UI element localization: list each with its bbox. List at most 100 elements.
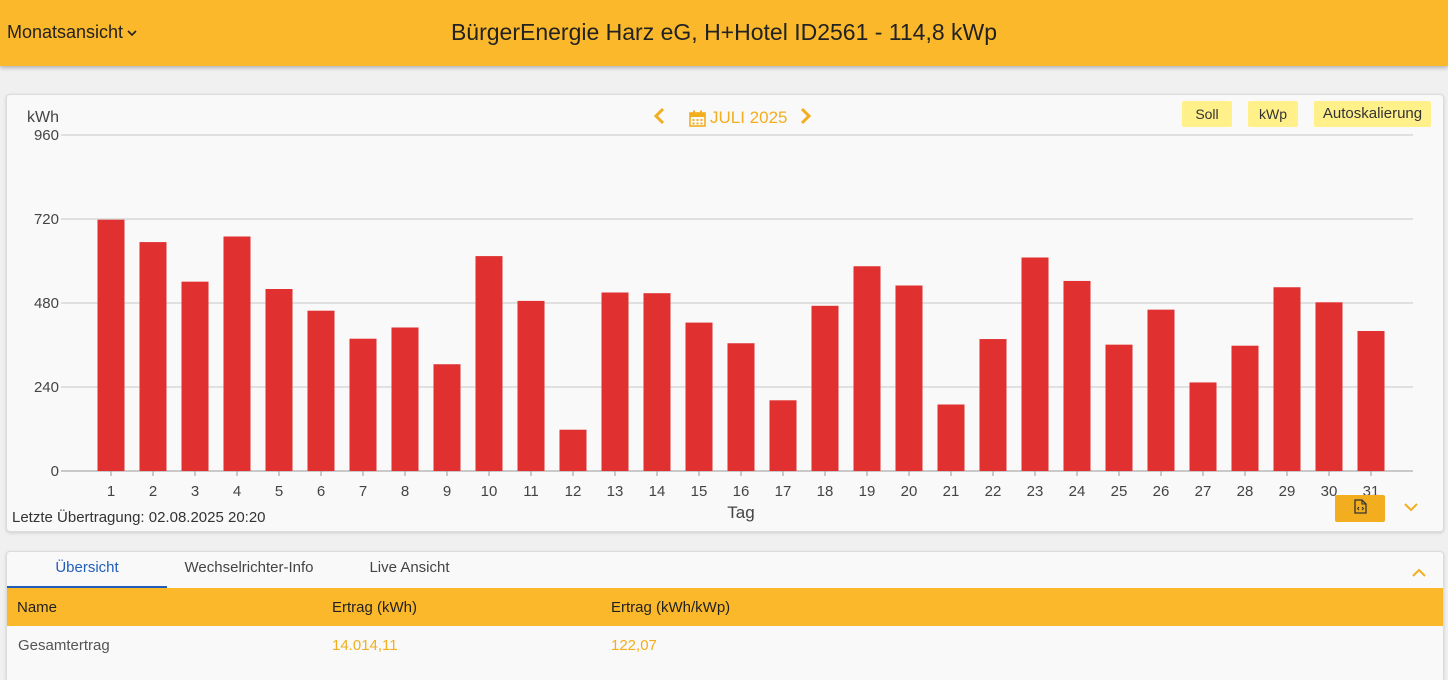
bar-day-7[interactable] bbox=[349, 338, 377, 471]
bar-day-28[interactable] bbox=[1231, 345, 1259, 471]
bar-day-13[interactable] bbox=[601, 292, 629, 472]
soll-toggle-button[interactable]: Soll bbox=[1182, 101, 1232, 127]
y-axis-label: kWh bbox=[27, 109, 59, 126]
bar-day-18[interactable] bbox=[811, 305, 839, 471]
autoscale-button[interactable]: Autoskalierung bbox=[1314, 101, 1431, 127]
column-header-yield: Ertrag (kWh) bbox=[332, 599, 418, 616]
chart-card: JULI 2025 Soll kWp Autoskalierung kWh 0 2… bbox=[6, 94, 1444, 532]
x-tick-label: 23 bbox=[1027, 483, 1044, 500]
x-tick-label: 16 bbox=[733, 483, 750, 500]
calendar-icon bbox=[689, 110, 706, 127]
y-tick-label: 0 bbox=[51, 463, 59, 480]
tab-overview[interactable]: Übersicht bbox=[7, 552, 167, 588]
x-tick-label: 12 bbox=[565, 483, 582, 500]
table-row: Gesamtertrag 14.014,11 122,07 bbox=[7, 626, 1443, 668]
bar-day-19[interactable] bbox=[853, 266, 881, 471]
bar-day-6[interactable] bbox=[307, 310, 335, 471]
bar-day-26[interactable] bbox=[1147, 309, 1175, 471]
previous-month-button[interactable] bbox=[647, 107, 671, 128]
table-header: Name Ertrag (kWh) Ertrag (kWh/kWp) bbox=[7, 588, 1443, 626]
page-title: BürgerEnergie Harz eG, H+Hotel ID2561 - … bbox=[450, 19, 998, 45]
column-header-specific-yield: Ertrag (kWh/kWp) bbox=[611, 599, 731, 616]
tab-bar: Übersicht Wechselrichter-Info Live Ansic… bbox=[7, 552, 488, 588]
y-tick-label: 960 bbox=[34, 127, 59, 144]
x-tick-label: 17 bbox=[775, 483, 792, 500]
bar-day-16[interactable] bbox=[727, 343, 755, 471]
bar-day-24[interactable] bbox=[1063, 280, 1091, 471]
bar-day-29[interactable] bbox=[1273, 287, 1301, 471]
bar-day-15[interactable] bbox=[685, 322, 713, 471]
tab-inverter-info[interactable]: Wechselrichter-Info bbox=[184, 559, 314, 576]
bar-day-12[interactable] bbox=[559, 429, 587, 471]
bar-day-17[interactable] bbox=[769, 400, 797, 471]
x-tick-label: 26 bbox=[1153, 483, 1170, 500]
x-tick-label: 21 bbox=[943, 483, 960, 500]
row-specific-yield-value: 122,07 bbox=[611, 637, 657, 654]
next-month-button[interactable] bbox=[794, 107, 818, 128]
x-tick-label: 7 bbox=[359, 483, 367, 500]
bar-day-3[interactable] bbox=[181, 281, 209, 471]
x-tick-label: 14 bbox=[649, 483, 666, 500]
bar-day-27[interactable] bbox=[1189, 382, 1217, 471]
kwp-toggle-button[interactable]: kWp bbox=[1248, 101, 1298, 127]
bar-day-21[interactable] bbox=[937, 404, 965, 472]
row-yield-value: 14.014,11 bbox=[332, 637, 398, 654]
y-tick-label: 240 bbox=[34, 379, 59, 396]
x-tick-label: 30 bbox=[1321, 483, 1338, 500]
bar-day-5[interactable] bbox=[265, 289, 293, 471]
y-tick-label: 480 bbox=[34, 295, 59, 312]
month-navigation: JULI 2025 bbox=[647, 107, 818, 128]
chevron-down-icon bbox=[127, 28, 137, 40]
x-tick-label: 18 bbox=[817, 483, 834, 500]
x-tick-label: 2 bbox=[149, 483, 157, 500]
x-tick-label: 25 bbox=[1111, 483, 1128, 500]
overview-card: Übersicht Wechselrichter-Info Live Ansic… bbox=[6, 551, 1444, 680]
month-label[interactable]: JULI 2025 bbox=[710, 107, 788, 127]
bar-day-11[interactable] bbox=[517, 300, 545, 471]
column-header-name: Name bbox=[17, 599, 58, 616]
x-tick-label: 8 bbox=[401, 483, 409, 500]
last-transfer-text: Letzte Übertragung: 02.08.2025 20:20 bbox=[12, 509, 266, 526]
bar-day-20[interactable] bbox=[895, 285, 923, 472]
bar-day-23[interactable] bbox=[1021, 257, 1049, 472]
x-tick-label: 11 bbox=[523, 483, 539, 500]
x-tick-label: 20 bbox=[901, 483, 918, 500]
bar-day-4[interactable] bbox=[223, 236, 251, 472]
tab-live-view[interactable]: Live Ansicht bbox=[369, 559, 450, 576]
x-tick-label: 10 bbox=[481, 483, 498, 500]
view-mode-dropdown[interactable]: Monatsansicht bbox=[7, 22, 137, 43]
x-tick-label: 15 bbox=[691, 483, 708, 500]
bar-day-30[interactable] bbox=[1315, 302, 1343, 471]
x-tick-label: 27 bbox=[1195, 483, 1212, 500]
collapse-chevron-icon[interactable] bbox=[1412, 564, 1426, 582]
x-tick-label: 4 bbox=[233, 483, 241, 500]
x-axis-label: Tag bbox=[727, 503, 754, 522]
top-bar: Monatsansicht BürgerEnergie Harz eG, H+H… bbox=[0, 0, 1448, 66]
bar-day-1[interactable] bbox=[97, 219, 125, 471]
bar-day-14[interactable] bbox=[643, 293, 671, 471]
x-tick-label: 5 bbox=[275, 483, 283, 500]
bar-day-8[interactable] bbox=[391, 327, 419, 472]
x-tick-label: 19 bbox=[859, 483, 876, 500]
view-mode-label: Monatsansicht bbox=[7, 22, 124, 42]
x-tick-label: 29 bbox=[1279, 483, 1296, 500]
expand-chevron-icon[interactable] bbox=[1404, 499, 1418, 517]
bar-day-22[interactable] bbox=[979, 339, 1007, 471]
x-tick-label: 6 bbox=[317, 483, 325, 500]
export-button[interactable] bbox=[1335, 495, 1385, 522]
bar-day-25[interactable] bbox=[1105, 344, 1133, 471]
bar-day-9[interactable] bbox=[433, 364, 461, 471]
y-tick-label: 720 bbox=[34, 211, 59, 228]
x-tick-label: 1 bbox=[107, 483, 115, 500]
bar-day-31[interactable] bbox=[1357, 331, 1385, 471]
bar-day-2[interactable] bbox=[139, 242, 167, 471]
x-tick-label: 24 bbox=[1069, 483, 1086, 500]
x-tick-label: 28 bbox=[1237, 483, 1254, 500]
x-tick-label: 13 bbox=[607, 483, 624, 500]
x-tick-label: 3 bbox=[191, 483, 199, 500]
x-tick-label: 22 bbox=[985, 483, 1002, 500]
bar-day-10[interactable] bbox=[475, 256, 503, 471]
row-name: Gesamtertrag bbox=[18, 637, 110, 654]
x-tick-label: 9 bbox=[443, 483, 451, 500]
